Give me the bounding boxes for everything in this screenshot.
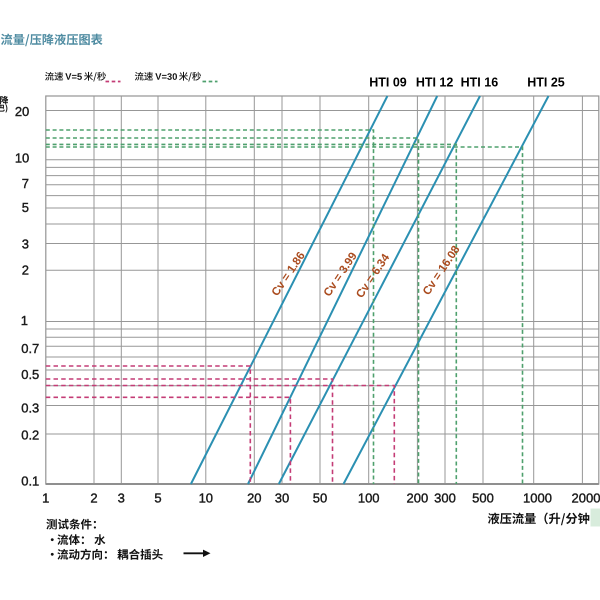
svg-text:1: 1 <box>42 490 49 505</box>
svg-text:500: 500 <box>472 490 494 505</box>
svg-text:0.7: 0.7 <box>21 341 39 356</box>
svg-text:2: 2 <box>22 263 29 278</box>
svg-text:50: 50 <box>313 490 327 505</box>
svg-text:2: 2 <box>90 490 97 505</box>
svg-text:20: 20 <box>247 490 261 505</box>
svg-text:3: 3 <box>22 237 29 252</box>
svg-text:0.2: 0.2 <box>21 428 39 443</box>
svg-text:3: 3 <box>118 490 125 505</box>
svg-text:300: 300 <box>434 490 456 505</box>
svg-text:HTI 09: HTI 09 <box>369 76 407 90</box>
svg-text:10: 10 <box>15 151 29 166</box>
svg-text:HTI 12: HTI 12 <box>416 76 454 90</box>
svg-text:0.3: 0.3 <box>21 401 39 416</box>
svg-text:7: 7 <box>22 176 29 191</box>
svg-text:1000: 1000 <box>523 490 552 505</box>
svg-text:HTI 25: HTI 25 <box>527 76 565 90</box>
svg-text:2000: 2000 <box>572 490 600 505</box>
svg-text:0.5: 0.5 <box>21 367 39 382</box>
svg-text:30: 30 <box>275 490 289 505</box>
svg-text:0.1: 0.1 <box>21 474 39 489</box>
svg-text:1: 1 <box>21 313 28 328</box>
svg-text:HTI 16: HTI 16 <box>461 76 499 90</box>
svg-text:100: 100 <box>358 490 380 505</box>
svg-text:200: 200 <box>407 490 429 505</box>
svg-text:20: 20 <box>15 104 29 119</box>
svg-text:5: 5 <box>22 200 29 215</box>
svg-text:5: 5 <box>154 490 161 505</box>
svg-text:10: 10 <box>199 490 213 505</box>
